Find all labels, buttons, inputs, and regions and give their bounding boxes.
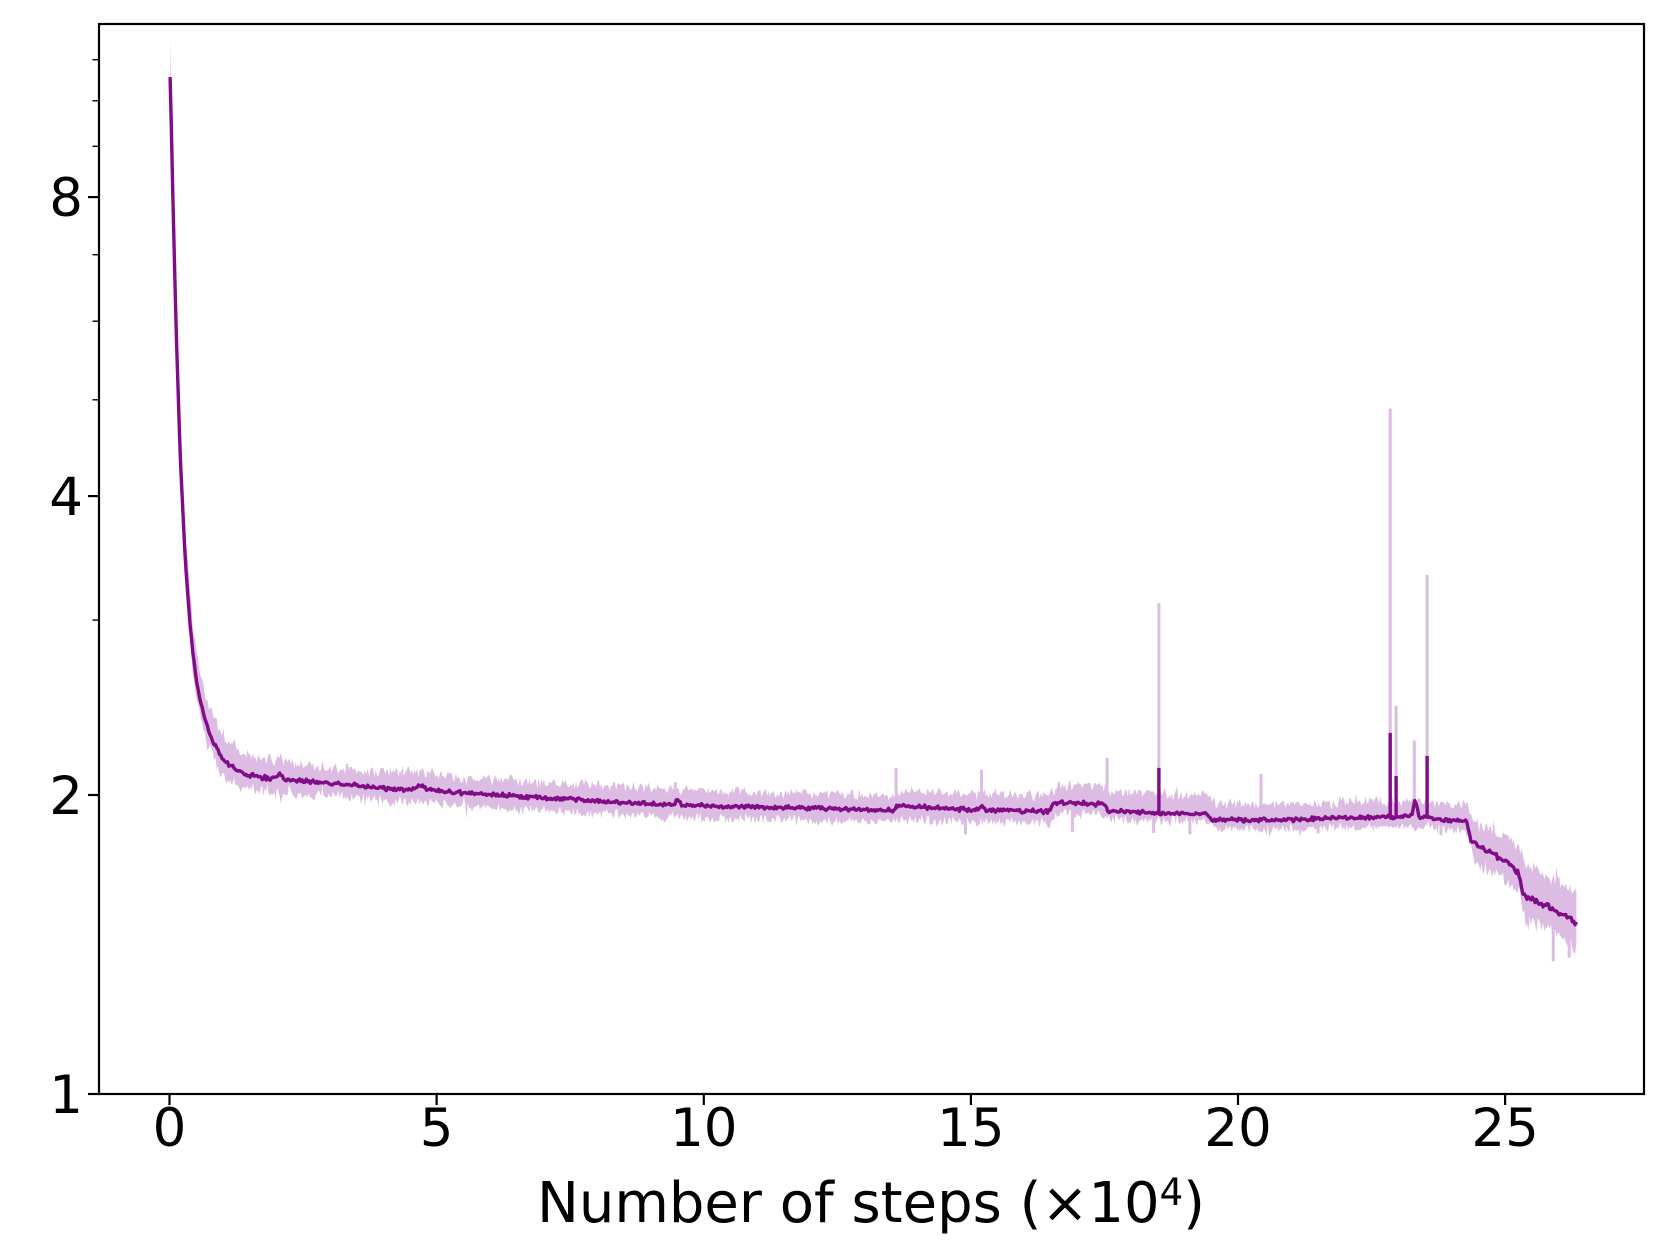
y-tick-label: 8 [49,168,83,229]
x-tick-label: 5 [420,1098,454,1159]
loss-smoothed-line [168,77,1578,927]
x-axis-label-suffix: ) [1183,1171,1205,1236]
x-tick-label: 10 [670,1098,737,1159]
x-axis-label-exponent: 4 [1160,1171,1184,1214]
y-tick-label: 2 [49,766,83,827]
x-tick-label: 0 [153,1098,187,1159]
axes: 0 5 10 15 20 25 1 2 4 8 [49,22,1646,1159]
plot-frame [97,22,1646,1096]
x-axis-label: Number of steps (×104) [537,1171,1205,1236]
x-axis-label-prefix: Number of steps (×10 [537,1171,1160,1236]
x-tick-label: 15 [937,1098,1004,1159]
x-tick-label: 25 [1471,1098,1538,1159]
y-tick-label: 4 [49,467,83,528]
plot-area [168,38,1578,962]
y-tick-label: 1 [49,1065,83,1126]
x-tick-label: 20 [1204,1098,1271,1159]
